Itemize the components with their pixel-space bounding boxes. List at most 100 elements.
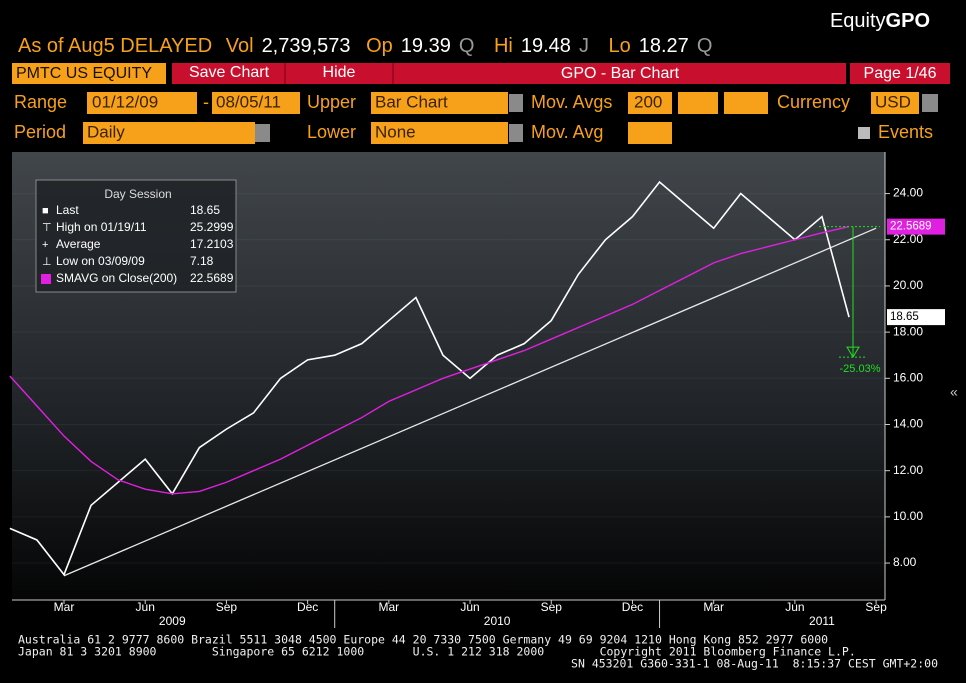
y-tick-label: 14.00 [893,417,923,431]
ticker[interactable]: PMTC US EQUITY [16,65,152,82]
as-of: As of Aug5 DELAYED [18,35,212,57]
year-label: 2009 [159,614,186,628]
range-start[interactable]: 01/12/09 [92,92,158,111]
input-box [371,122,508,144]
legend-label: Average [56,237,101,251]
lower-select[interactable]: None [375,122,416,141]
toolbar-title: GPO - Bar Chart [561,65,680,82]
x-tick-label: Sep [541,600,563,614]
legend-label: Low on 03/09/09 [56,254,145,268]
input-box[interactable] [724,92,768,114]
hide-button[interactable]: Hide [323,64,356,81]
legend-icon: ⊤ [42,222,52,234]
x-tick-label: Dec [622,600,643,614]
upper-select[interactable]: Bar Chart [375,92,448,111]
input-box [87,92,197,114]
legend-title: Day Session [104,187,171,201]
arrow-head [846,346,860,359]
footer-line: SN 453201 G360-331-1 08-Aug-11 8:15:37 C… [571,657,938,671]
last-value-box [887,218,945,235]
y-tick-label: 8.00 [893,555,917,569]
quote-label: Vol [226,35,254,57]
quote-label: Hi [494,35,513,57]
x-tick-label: Mar [703,600,724,614]
input-box[interactable] [628,122,672,144]
legend-value: 25.2999 [190,220,234,234]
x-tick-label: Jun [785,600,804,614]
side-glyph[interactable]: « [950,384,958,400]
series-line [9,225,850,495]
mov-avgs-input[interactable]: 200 [634,92,662,111]
x-tick-label: Sep [865,600,887,614]
page-indicator[interactable]: Page 1/46 [864,65,937,82]
legend-icon: ■ [42,205,49,217]
series-line [9,180,850,577]
y-tick-label: 10.00 [893,509,923,523]
quote-value: 19.39 [401,35,451,57]
input-box [628,92,672,114]
brand-ticker: GPO [886,10,930,32]
period-select[interactable]: Daily [87,122,125,141]
x-tick-label: Jun [136,600,155,614]
save-chart-button[interactable]: Save Chart [189,64,270,81]
input-box [212,92,300,114]
trend-line [63,227,877,577]
year-label: 2010 [484,614,511,628]
mov-avg-label: Mov. Avg [531,122,603,142]
input-box[interactable] [678,92,718,114]
y-tick-label: 20.00 [893,278,923,292]
x-tick-label: Mar [379,600,400,614]
y-tick-label: 22.00 [893,232,923,246]
quote-flag: Q [697,35,713,57]
dropdown-button[interactable] [922,94,938,112]
quote-line: As of Aug5 DELAYED Vol 2,739,573 Op 19.39 Q… [18,35,712,57]
page-box [850,63,950,84]
y-tick-label: 12.00 [893,463,923,477]
year-label: 2011 [809,614,835,628]
legend-label: High on 01/19/11 [56,220,147,234]
legend-swatch [41,274,51,284]
events-checkbox[interactable] [858,127,870,139]
range-label: Range [14,92,67,112]
y-tick-label: 24.00 [893,186,923,200]
legend-box [35,179,237,293]
legend-value: 22.5689 [190,271,234,285]
ticker-box [12,63,166,84]
quote-label: Lo [609,35,631,57]
events-label: Events [878,122,933,142]
mov-avgs-label: Mov. Avgs [531,92,612,112]
range-end[interactable]: 08/05/11 [216,92,281,111]
upper-label: Upper [307,92,356,112]
legend-label: SMAVG on Close(200) [56,271,177,285]
quote-flag: Q [459,35,475,57]
legend-label: Last [56,203,79,217]
currency-label: Currency [777,92,850,112]
currency-select[interactable]: USD [875,92,911,111]
x-tick-label: Mar [54,600,75,614]
legend: Day Session ■ Last 18.65 ⊤ High on 01/19/11 2… [35,179,237,293]
quote-value: 18.27 [639,35,689,57]
legend-value: 17.2103 [190,237,234,251]
legend-icon: + [42,239,48,251]
range-sep: - [203,92,209,112]
quote-flag: J [579,35,589,57]
period-label: Period [14,122,66,142]
last-value-label: 18.65 [890,311,919,323]
footer-line: Australia 61 2 9777 8600 Brazil 5511 304… [18,633,828,647]
brand: EquityGPO [830,10,930,32]
drop-label: -25.03% [840,363,881,375]
y-tick-label: 18.00 [893,324,923,338]
legend-value: 7.18 [190,254,214,268]
quote-value: 19.48 [521,35,571,57]
x-tick-label: Dec [297,600,318,614]
input-box [83,122,255,144]
dropdown-button[interactable] [509,94,523,112]
x-tick-label: Sep [216,600,238,614]
quote-value: 2,739,573 [262,35,351,57]
dropdown-button[interactable] [255,124,270,142]
last-value-label: 22.5689 [890,221,932,233]
legend-value: 18.65 [190,203,220,217]
dropdown-button[interactable] [509,124,523,142]
legend-icon: ⊥ [42,256,52,268]
x-tick-label: Jun [460,600,479,614]
